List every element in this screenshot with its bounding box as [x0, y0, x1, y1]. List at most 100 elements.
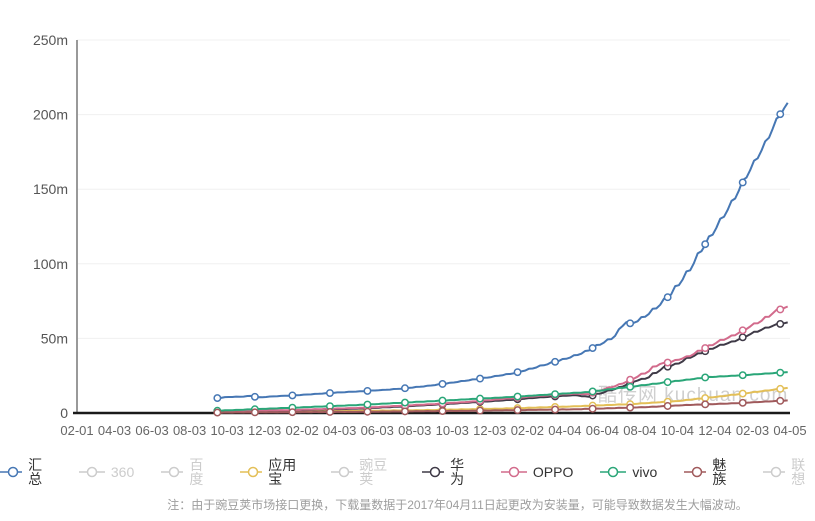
series-marker	[438, 407, 447, 415]
legend-item-9[interactable]: 联想	[763, 458, 815, 486]
legend-item-label: 应用宝	[268, 457, 297, 487]
line-chart: 0 50m 100m 150m 200m 250m 02-01 04-03 06-03 08-03…	[33, 32, 807, 438]
legend-marker-icon	[600, 466, 627, 478]
series-marker	[250, 408, 259, 417]
series-marker	[776, 384, 785, 393]
x-axis-tick-label: 02-02	[286, 423, 319, 438]
legend-marker-icon	[684, 466, 707, 478]
series-marker	[738, 333, 747, 342]
series-marker	[738, 178, 747, 187]
series-marker	[738, 326, 747, 335]
legend-item-label: 360	[110, 464, 135, 480]
series-marker	[476, 406, 484, 415]
series-line-0	[217, 102, 789, 400]
series-marker	[701, 394, 710, 403]
series-marker	[776, 110, 785, 119]
series-marker	[551, 405, 560, 414]
x-axis-tick-label: 12-04	[698, 423, 731, 438]
series-marker	[325, 389, 334, 397]
legend-item-label: 联想	[791, 457, 806, 487]
x-axis-tick-label: 02-03	[736, 423, 769, 438]
legend-item-4[interactable]: 豌豆荚	[331, 458, 395, 486]
series-marker	[401, 398, 409, 407]
legend-item-6[interactable]: OPPO	[500, 464, 574, 480]
legend-marker-icon	[763, 466, 786, 478]
series-marker	[701, 373, 710, 382]
series-marker	[663, 293, 672, 302]
series-marker	[438, 380, 447, 388]
series-marker	[663, 378, 672, 387]
legend-item-1[interactable]: 360	[78, 464, 135, 480]
series-marker	[663, 358, 672, 367]
y-axis-tick-label: 100m	[33, 256, 68, 272]
series-marker	[438, 396, 447, 405]
x-axis-tick-label: 06-04	[586, 423, 619, 438]
series-marker	[513, 406, 522, 415]
series-marker	[588, 387, 597, 396]
legend-item-5[interactable]: 华为	[422, 458, 474, 486]
legend-item-7[interactable]: vivo	[600, 465, 657, 479]
x-axis-tick-label: 04-03	[323, 423, 356, 438]
legend-marker-icon	[161, 466, 184, 478]
series-marker	[476, 374, 484, 383]
x-axis-tick-label: 04-05	[773, 423, 806, 438]
series-marker	[250, 392, 259, 401]
series-marker	[626, 403, 635, 412]
legend-marker-icon	[331, 466, 354, 478]
x-axis-tick-label: 02-02	[511, 423, 544, 438]
series-marker	[363, 407, 372, 416]
legend-item-label: 百度	[189, 457, 204, 487]
series-marker	[288, 408, 297, 417]
legend-marker-icon	[422, 466, 445, 478]
series-marker	[738, 389, 747, 398]
series-marker	[213, 394, 222, 403]
series-marker	[701, 240, 710, 249]
series-marker	[476, 394, 484, 403]
series-marker	[588, 404, 597, 413]
series-marker	[401, 407, 409, 416]
legend-marker-icon	[0, 466, 23, 478]
series-marker	[663, 402, 672, 410]
series-line-6	[217, 305, 789, 413]
series-marker	[626, 382, 635, 391]
series-marker	[325, 408, 334, 416]
series-marker	[626, 375, 635, 384]
series-marker	[738, 371, 747, 380]
y-axis-tick-label: 150m	[33, 181, 68, 197]
y-axis-tick-label: 0	[60, 405, 68, 421]
series-marker	[213, 408, 222, 417]
x-axis-tick-label: 04-04	[548, 423, 581, 438]
x-axis-tick-label: 08-03	[173, 423, 206, 438]
y-axis-tick-label: 250m	[33, 32, 68, 48]
legend-item-2[interactable]: 百度	[161, 458, 213, 486]
legend-item-label: OPPO	[532, 464, 574, 480]
series-marker	[626, 319, 635, 328]
x-axis-tick-label: 10-03	[210, 423, 243, 438]
series-marker	[513, 368, 522, 377]
series-line-7	[217, 371, 788, 412]
series-marker	[551, 357, 560, 366]
legend-item-0[interactable]: 汇总	[0, 458, 52, 486]
x-axis-tick-label: 08-04	[623, 423, 656, 438]
series-marker	[588, 344, 597, 352]
series-marker	[701, 400, 710, 409]
legend-marker-icon	[78, 466, 105, 478]
legend-item-8[interactable]: 魅族	[684, 458, 736, 486]
legend-item-label: vivo	[632, 464, 658, 480]
series-marker	[738, 398, 747, 407]
x-axis-tick-label: 02-01	[60, 423, 93, 438]
x-axis-tick-label: 06-03	[361, 423, 394, 438]
legend-item-label: 华为	[450, 457, 465, 487]
legend-item-label: 魅族	[712, 457, 727, 487]
legend-marker-icon	[240, 466, 263, 478]
series-marker	[551, 390, 560, 399]
x-axis-tick-label: 08-03	[398, 423, 431, 438]
footnote: 注：由于豌豆荚市场接口更换，下载量数据于2017年04月11日起更改为安装量，可…	[167, 498, 748, 512]
series-marker	[776, 368, 785, 377]
chart-legend: 汇总 360 百度 应用宝 豌豆荚 华为 OPPO vivo 魅族 联想	[0, 458, 815, 486]
series-marker	[363, 386, 372, 395]
x-axis-tick-label: 10-04	[661, 423, 694, 438]
legend-item-3[interactable]: 应用宝	[240, 458, 304, 486]
series-marker	[776, 319, 785, 328]
